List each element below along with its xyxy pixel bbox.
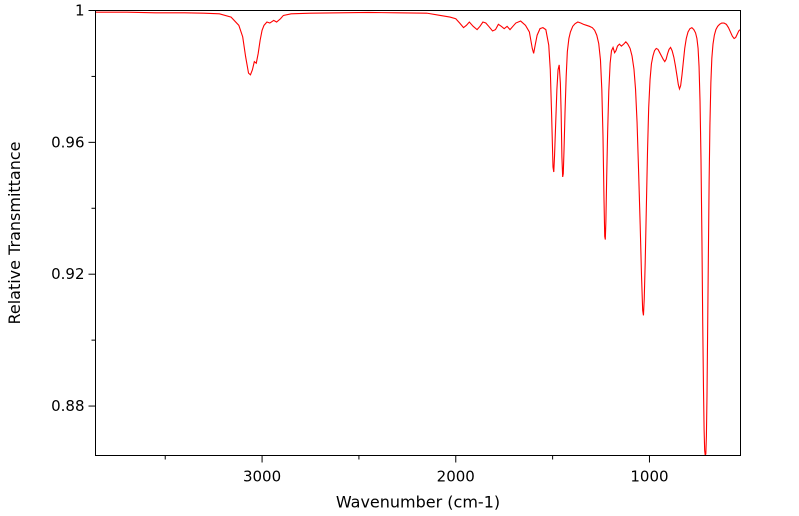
axis-ticks: 3000 2000 1000 0.88 0.92 0.96 1 bbox=[51, 2, 668, 486]
y-tick-label: 1 bbox=[75, 2, 85, 20]
y-tick-label: 0.88 bbox=[51, 397, 84, 415]
x-tick-label: 2000 bbox=[437, 468, 475, 486]
x-tick-label: 3000 bbox=[243, 468, 281, 486]
x-axis-label: Wavenumber (cm-1) bbox=[336, 493, 500, 512]
spectrum-line bbox=[95, 11, 741, 456]
plot-frame bbox=[95, 10, 741, 456]
y-tick-label: 0.96 bbox=[51, 133, 84, 151]
y-tick-label: 0.92 bbox=[51, 265, 84, 283]
y-axis-label: Relative Transmittance bbox=[5, 141, 24, 324]
x-tick-label: 1000 bbox=[630, 468, 668, 486]
